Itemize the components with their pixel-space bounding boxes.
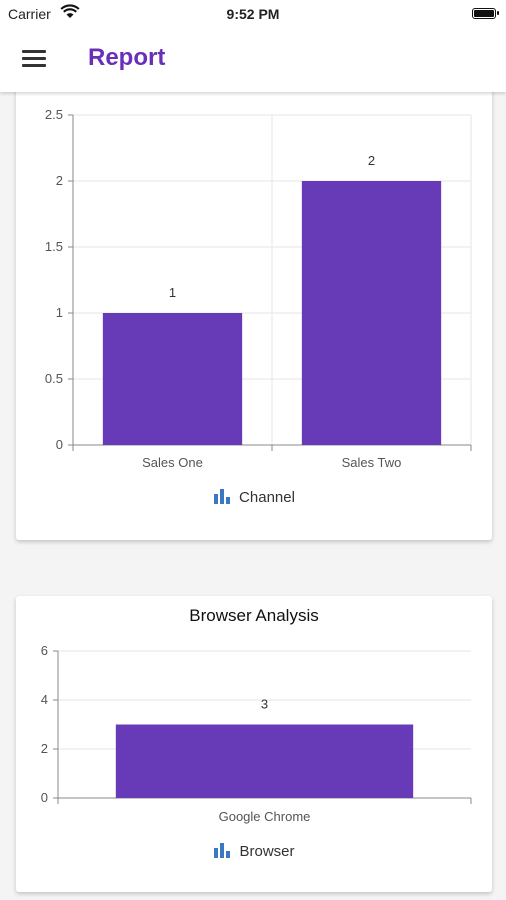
- channel-chart-card: 0 0.5 1 1.5 2 2.5 1 Sales One 2 Sales Two Channel: [16, 70, 492, 540]
- browser-legend[interactable]: Browser: [16, 842, 492, 860]
- y-tick-label: 4: [41, 692, 48, 707]
- y-tick-label: 1: [56, 305, 63, 320]
- app-bar: Report: [0, 28, 506, 92]
- y-tick-label: 0.5: [45, 371, 63, 386]
- y-tick-label: 2: [56, 173, 63, 188]
- y-tick-label: 6: [41, 643, 48, 658]
- menu-icon[interactable]: [22, 50, 46, 68]
- wifi-icon: [60, 4, 80, 18]
- browser-analysis-card: Browser Analysis 0 2 4 6 3 Google Chrome Brow…: [16, 596, 492, 892]
- status-bar: Carrier 9:52 PM: [0, 0, 506, 28]
- page-title: Report: [88, 44, 166, 71]
- y-tick-label: 0: [56, 437, 63, 452]
- channel-bar-chart: 0 0.5 1 1.5 2 2.5 1 Sales One 2 Sales Two: [45, 107, 472, 470]
- data-label: 1: [169, 285, 176, 300]
- data-label: 2: [368, 153, 375, 168]
- bar-sales-two[interactable]: [301, 181, 442, 445]
- carrier-label: Carrier: [8, 6, 51, 22]
- y-tick-label: 0: [41, 790, 48, 805]
- status-time: 9:52 PM: [226, 6, 280, 22]
- legend-label-channel: Channel: [239, 489, 295, 506]
- data-label: 3: [261, 697, 268, 712]
- battery-icon: [472, 8, 499, 19]
- y-tick-label: 2.5: [45, 107, 63, 122]
- x-category-label: Sales One: [142, 455, 203, 470]
- channel-legend[interactable]: Channel: [16, 488, 492, 506]
- browser-bar-chart: 0 2 4 6 3 Google Chrome: [41, 643, 472, 824]
- bar-chart-icon: [214, 843, 231, 858]
- browser-analysis-title: Browser Analysis: [189, 606, 319, 625]
- legend-label-browser: Browser: [239, 843, 295, 860]
- x-category-label: Sales Two: [342, 455, 402, 470]
- y-tick-label: 1.5: [45, 239, 63, 254]
- bar-chart-icon: [214, 489, 231, 504]
- bar-google-chrome[interactable]: [115, 724, 414, 799]
- bar-sales-one[interactable]: [102, 313, 243, 445]
- y-tick-label: 2: [41, 741, 48, 756]
- x-category-label: Google Chrome: [219, 809, 311, 824]
